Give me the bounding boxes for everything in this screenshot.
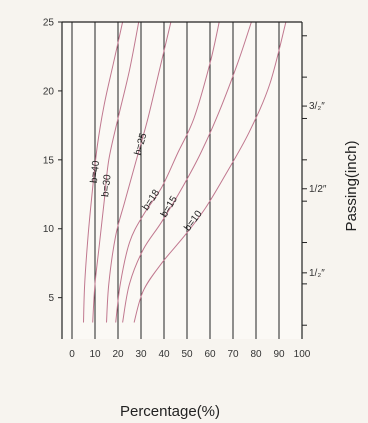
y-tick-label: 25 — [43, 18, 55, 29]
x-tick-label: 40 — [158, 349, 170, 360]
x-tick-label: 50 — [181, 349, 193, 360]
series-line — [106, 21, 172, 323]
series-label: b=30 — [100, 173, 113, 197]
x-tick-label: 0 — [69, 349, 75, 360]
y-tick-label: 15 — [43, 155, 55, 166]
ticks: 5 10 15 20 25 0 10 20 30 40 50 60 70 80 90 100 3/₂″ 1/2″ 1… — [43, 18, 327, 361]
x-tick-label: 10 — [89, 349, 101, 360]
series-line — [133, 21, 287, 323]
y-tick-label: 5 — [48, 293, 54, 304]
series-line — [115, 21, 220, 323]
x-tick-label: 70 — [227, 349, 239, 360]
right-tick-label: 1/₂″ — [309, 268, 325, 279]
y-axis-title: Passing(inch) — [343, 141, 360, 232]
x-axis-title: Percentage(%) — [120, 403, 220, 420]
right-tick-label: 3/₂″ — [309, 101, 325, 112]
x-tick-label: 80 — [250, 349, 262, 360]
curves — [83, 21, 287, 323]
series-label: b=40 — [89, 160, 102, 184]
x-tick-label: 60 — [204, 349, 216, 360]
x-tick-label: 90 — [273, 349, 285, 360]
x-tick-label: 30 — [135, 349, 147, 360]
axes — [61, 21, 303, 339]
x-tick-label: 20 — [112, 349, 124, 360]
right-tick-label: 1/2″ — [309, 184, 327, 195]
plot-area — [62, 22, 302, 339]
series-line — [83, 21, 124, 323]
y-tick-label: 10 — [43, 224, 55, 235]
series-line — [122, 21, 252, 323]
y-tick-label: 20 — [43, 86, 55, 97]
x-tick-label: 100 — [294, 349, 311, 360]
series-line — [92, 21, 140, 323]
